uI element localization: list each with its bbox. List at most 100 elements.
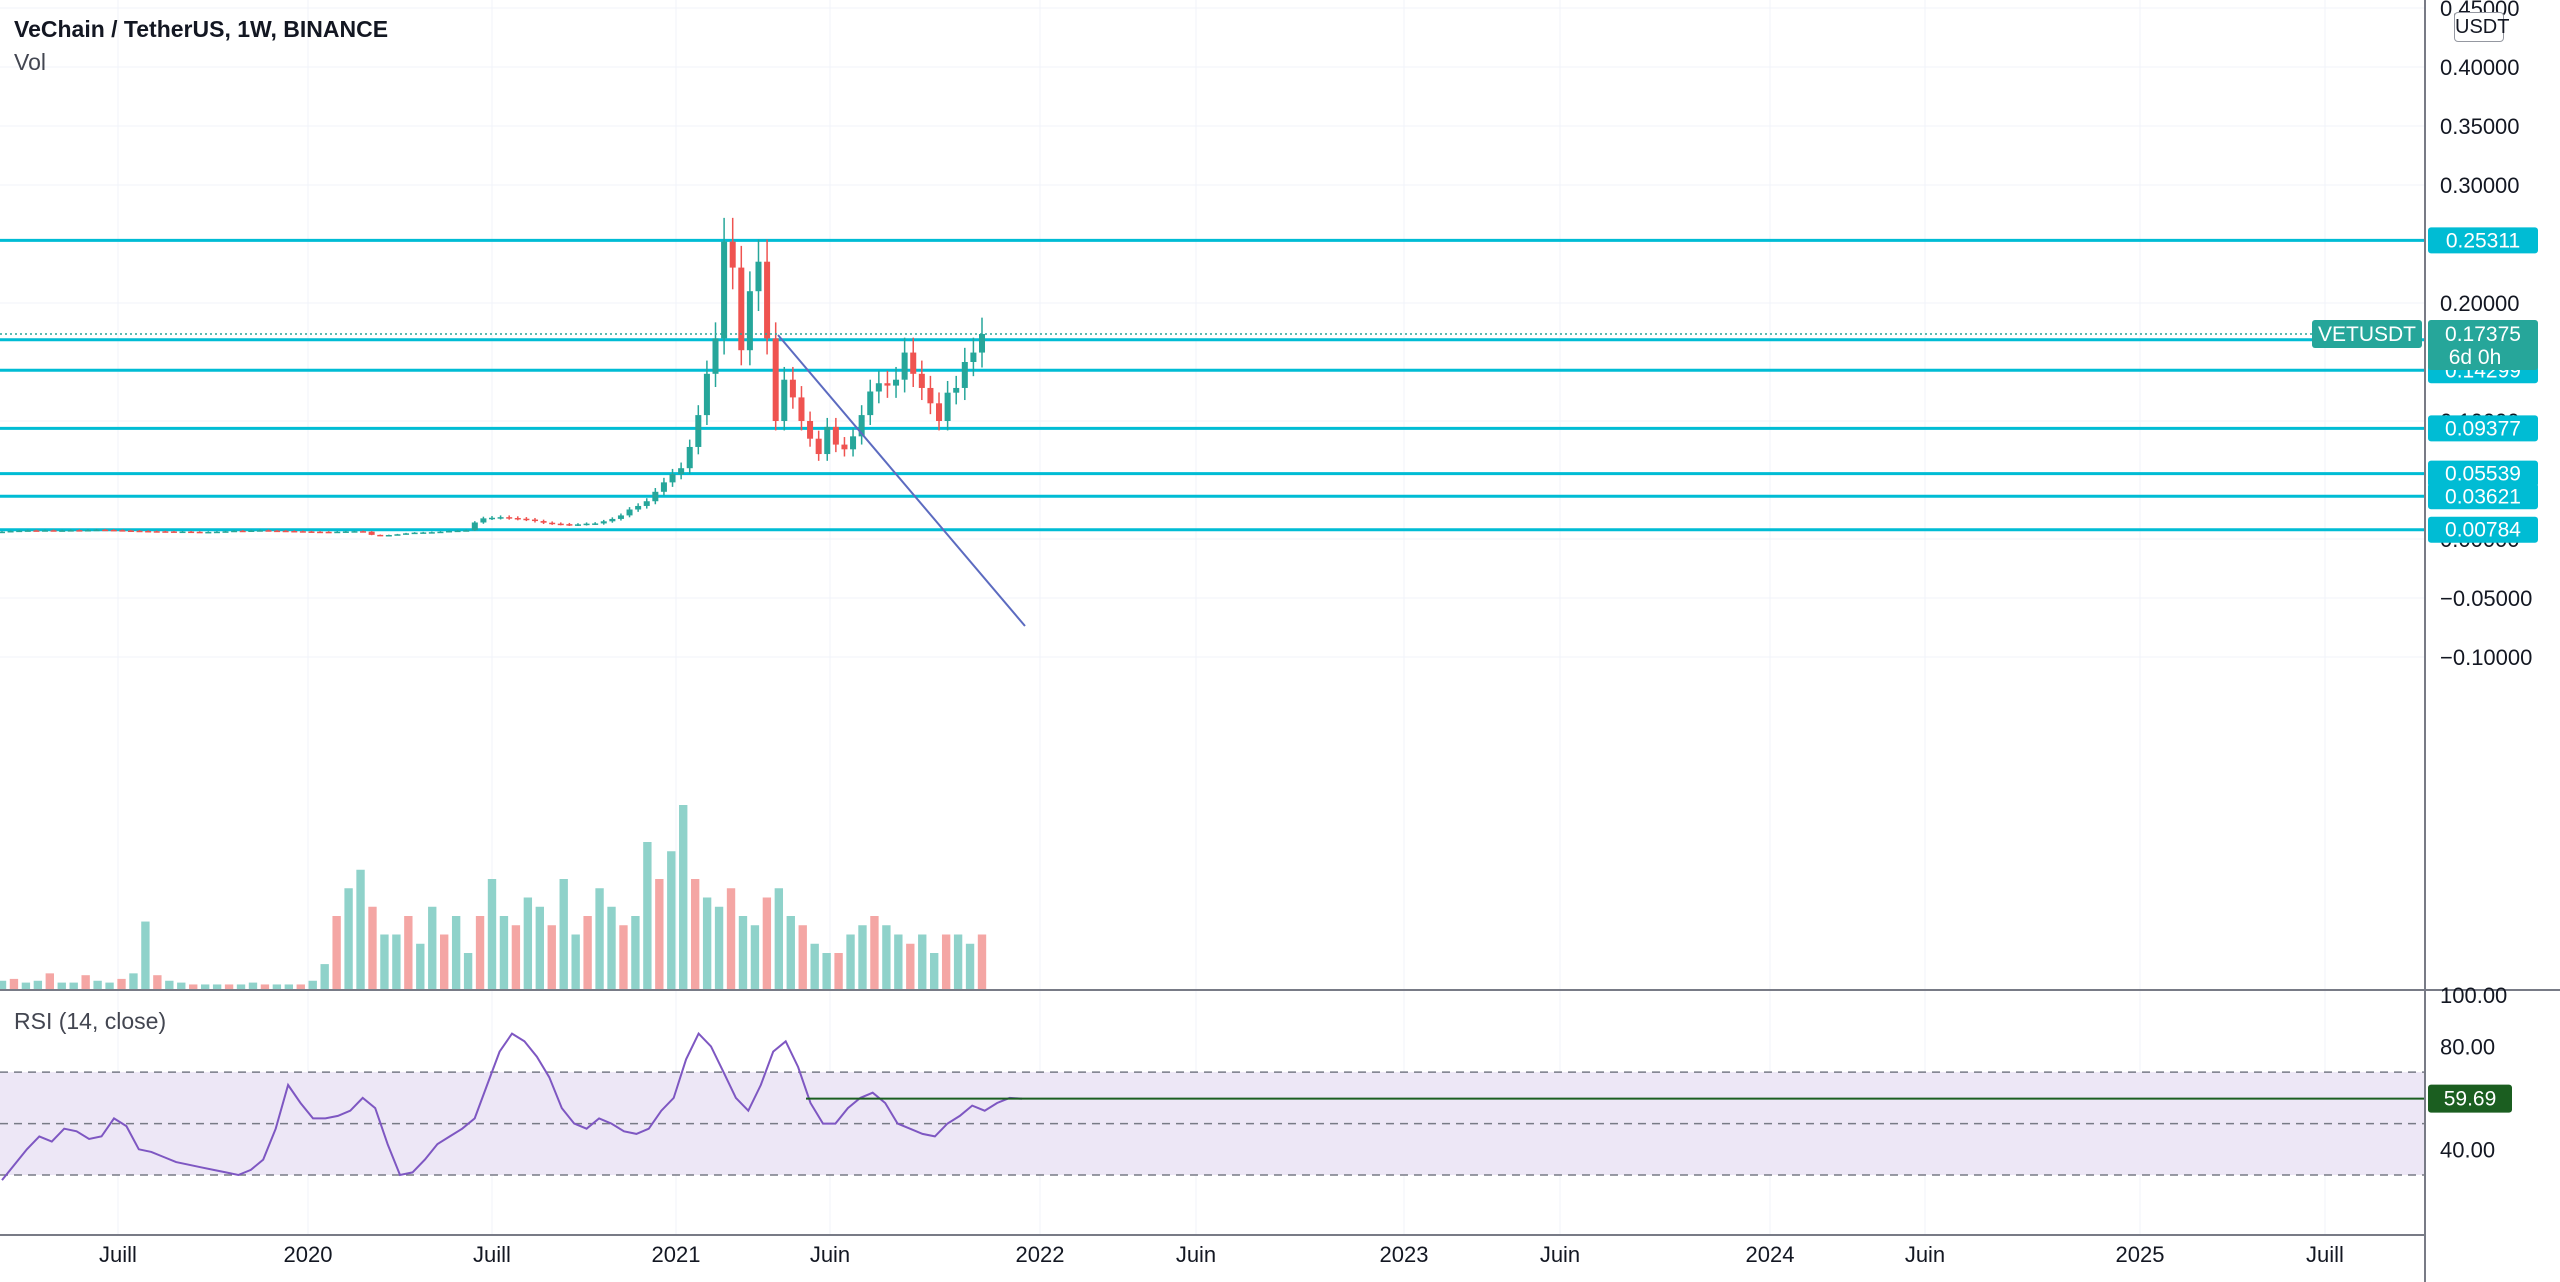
candle-body [7, 530, 14, 533]
candle-body [248, 530, 255, 533]
volume-bar [189, 984, 198, 990]
candle [703, 360, 710, 426]
candle [781, 366, 788, 431]
candle [617, 513, 624, 521]
trendline [777, 334, 1026, 627]
candle-body [703, 373, 710, 416]
volume-label[interactable]: Vol [14, 49, 46, 75]
rsi-tick-label: 100.00 [2440, 983, 2507, 1008]
candle-body [93, 529, 100, 532]
countdown-label: 6d 0h [2449, 346, 2502, 369]
candle-body [153, 531, 160, 533]
volume-bar [595, 888, 604, 990]
volume-bar [392, 934, 401, 990]
volume-bar [177, 982, 186, 990]
candle-body [394, 534, 401, 536]
candle-body [729, 241, 736, 268]
candle [394, 533, 401, 536]
candle [850, 428, 857, 457]
volume-bar [69, 982, 78, 990]
volume-bars [0, 805, 987, 990]
candle [695, 405, 702, 455]
candle-body [420, 532, 427, 534]
candle [16, 529, 23, 533]
rsi-label[interactable]: RSI (14, close) [14, 1008, 167, 1034]
candle [145, 530, 152, 533]
volume-bar [153, 975, 162, 990]
time-tick-label: Juill [99, 1242, 137, 1267]
candle [841, 437, 848, 457]
candle-body [145, 530, 152, 533]
candle [188, 530, 195, 534]
candle [342, 530, 349, 533]
volume-bar [368, 906, 377, 990]
level-tag: 0.09377 [2428, 415, 2538, 442]
candle-body [222, 531, 229, 533]
rsi-value-tag-bg [2428, 1084, 2512, 1113]
volume-bar [21, 982, 31, 990]
candle [274, 529, 281, 533]
candle-body [471, 522, 478, 531]
horizontal-levels[interactable] [0, 238, 2425, 532]
candle [514, 516, 521, 521]
symbol-title[interactable]: VeChain / TetherUS, 1W, BINANCE [14, 16, 389, 42]
candle [471, 521, 478, 531]
unit-badge[interactable]: USDT [2454, 12, 2509, 42]
candle [936, 392, 943, 431]
volume-bar [822, 953, 831, 990]
candle-body [626, 509, 633, 516]
candle-body [16, 530, 23, 533]
candle [463, 529, 470, 532]
candle [729, 217, 736, 290]
candle-body [721, 241, 728, 339]
candle-body [970, 352, 977, 362]
candle [652, 488, 659, 505]
volume-bar [846, 934, 855, 990]
candle [944, 380, 951, 431]
candle [76, 529, 83, 532]
volume-bar [953, 934, 963, 990]
level-tag-label: 0.05539 [2445, 463, 2521, 486]
candle [153, 530, 160, 533]
volume-bar [702, 897, 712, 990]
volume-bar [0, 980, 7, 990]
volume-bar [105, 982, 114, 990]
candle-body [497, 517, 504, 519]
candle-body [213, 531, 220, 534]
candle-body [850, 436, 857, 450]
volume-bar [260, 984, 270, 990]
drawing-overlay[interactable] [0, 333, 2425, 627]
candle [660, 477, 667, 496]
volume-bar [165, 980, 174, 990]
candle [317, 531, 324, 534]
candle-body [342, 531, 349, 533]
volume-bar [714, 906, 724, 990]
candle-body [76, 530, 83, 532]
candle [162, 530, 169, 533]
time-tick-label: 2025 [2116, 1242, 2165, 1267]
level-tag: 0.05539 [2428, 460, 2538, 487]
volume-bar [643, 842, 652, 990]
candle [497, 515, 504, 520]
candle [901, 337, 908, 393]
candle-body [360, 531, 367, 533]
candle-body [531, 519, 538, 522]
volume-bar [9, 978, 19, 990]
volume-bar [380, 934, 389, 990]
candle-body [368, 531, 375, 535]
rsi-line [1, 1031, 1023, 1181]
candle-body [231, 530, 238, 533]
level-tag-bg [2428, 516, 2538, 543]
candle [764, 239, 771, 355]
candle [222, 530, 229, 533]
candle-body [764, 261, 771, 339]
candle-body [59, 530, 66, 532]
candle-body [282, 530, 289, 533]
volume-bar [308, 980, 317, 990]
candle [755, 239, 762, 312]
price-candles [0, 217, 986, 537]
volume-bar [499, 916, 509, 990]
candle [738, 245, 745, 366]
symbol-tag-bg [2312, 319, 2422, 348]
